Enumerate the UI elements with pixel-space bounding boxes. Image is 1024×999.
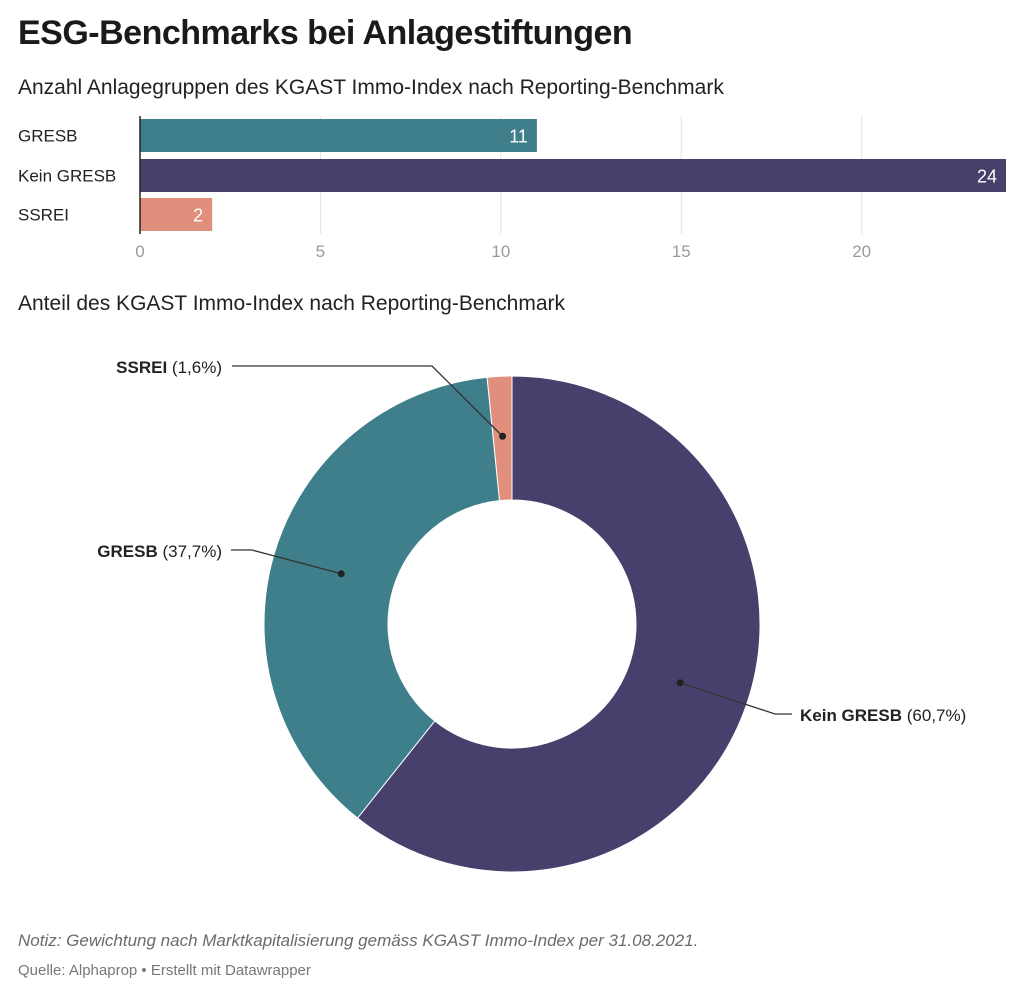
x-tick-label: 15 (672, 242, 691, 261)
x-tick-label: 0 (135, 242, 144, 261)
donut-slice (486, 375, 513, 502)
bar-chart-subtitle: Anzahl Anlagegruppen des KGAST Immo-Inde… (18, 76, 724, 99)
bar-value-label: 2 (193, 206, 203, 226)
x-tick-label: 10 (491, 242, 510, 261)
x-tick-label: 20 (852, 242, 871, 261)
leader-line (231, 549, 342, 575)
leader-dot (499, 432, 507, 440)
slice-label: Kein GRESB (60,7%) (800, 706, 966, 725)
slice-label: GRESB (37,7%) (97, 542, 222, 561)
bar-category-label: SSREI (18, 206, 69, 225)
leader-line (679, 682, 792, 715)
bar-value-label: 24 (977, 167, 997, 187)
donut-slice (263, 376, 501, 819)
bar-chart: 0 5 10 15 20 GRESB 11 Kein GRESB 24 SSREI 2 (18, 116, 1006, 261)
bar-category-label: GRESB (18, 127, 78, 146)
bar (140, 159, 1006, 192)
leader-dot (337, 570, 345, 578)
leader-dot (676, 679, 684, 687)
pie-chart-subtitle: Anteil des KGAST Immo-Index nach Reporti… (18, 292, 566, 315)
bar (140, 119, 537, 152)
bar-category-label: Kein GRESB (18, 167, 116, 186)
chart-note: Notiz: Gewichtung nach Marktkapitalisier… (18, 931, 699, 950)
leader-line (232, 365, 504, 437)
x-tick-label: 5 (316, 242, 325, 261)
donut-chart: Kein GRESB (60,7%) GRESB (37,7%) SSREI (1,… (97, 358, 966, 873)
bar (140, 198, 213, 231)
donut-slice (356, 375, 761, 873)
chart-title: ESG-Benchmarks bei Anlagestiftungen (18, 14, 633, 52)
bar-value-label: 11 (509, 127, 528, 147)
slice-label: SSREI (1,6%) (116, 358, 222, 377)
chart-source: Quelle: Alphaprop • Erstellt mit Datawra… (18, 962, 311, 979)
